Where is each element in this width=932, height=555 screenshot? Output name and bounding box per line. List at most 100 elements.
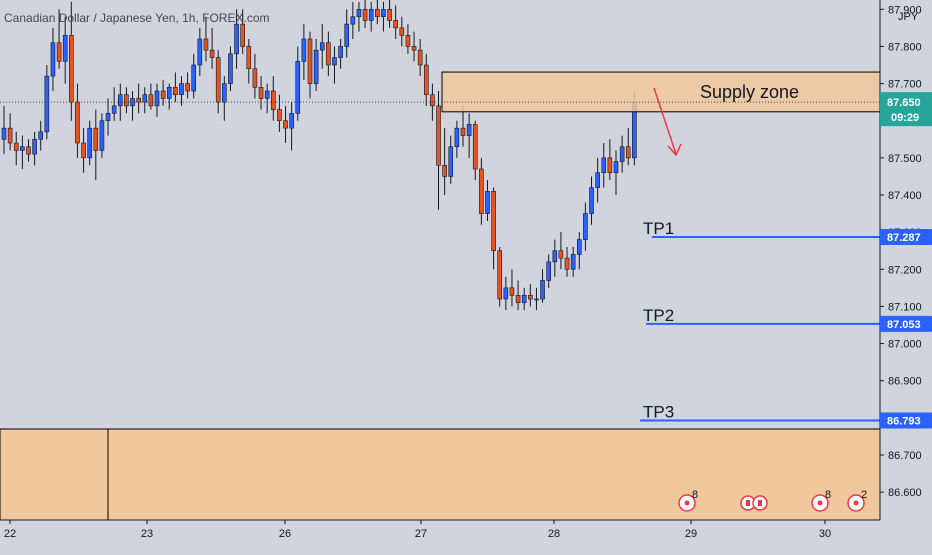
candle-body — [124, 94, 129, 107]
candle — [546, 254, 551, 288]
candle-body — [222, 83, 227, 103]
candle — [81, 128, 86, 173]
candle — [375, 0, 380, 25]
candle — [332, 46, 337, 84]
candle-body — [313, 49, 319, 84]
candle-body — [20, 146, 25, 151]
candle-body — [350, 16, 356, 25]
tp-price-tag — [880, 228, 932, 245]
demand-zone[interactable] — [0, 428, 881, 523]
candle — [387, 0, 392, 28]
candle — [191, 53, 197, 99]
candle-body — [215, 57, 221, 103]
candle-body — [307, 38, 313, 84]
candle-body — [209, 49, 215, 58]
candle — [479, 157, 484, 225]
candle-body — [26, 146, 31, 155]
candle-body — [613, 161, 619, 174]
price-axis-background — [880, 0, 932, 520]
candle-body — [375, 8, 380, 18]
candle — [344, 9, 350, 58]
candle — [209, 27, 215, 69]
candle-body — [326, 42, 331, 66]
x-tick-label: 22 — [4, 528, 16, 540]
candle — [454, 120, 460, 158]
candle-body — [301, 38, 307, 62]
candle — [44, 65, 50, 140]
candle-body — [332, 57, 337, 66]
event-badge-dot — [684, 500, 690, 506]
tp-label: TP3 — [643, 402, 674, 421]
candle — [179, 76, 184, 106]
candle-body — [75, 101, 80, 144]
candle-body — [7, 127, 13, 144]
candle — [466, 113, 472, 158]
candle-body — [44, 75, 50, 133]
candle-body — [466, 124, 472, 136]
candle-body — [442, 164, 447, 177]
candle — [69, 1, 74, 121]
candle — [509, 269, 515, 307]
currency-label: JPY — [898, 11, 919, 23]
x-tick-label: 29 — [685, 528, 697, 540]
candle — [350, 1, 356, 39]
supply-zone[interactable] — [441, 71, 881, 113]
candle — [558, 232, 564, 270]
candle — [283, 105, 288, 143]
candle-body — [393, 20, 398, 29]
candle — [534, 287, 539, 311]
candle-body — [576, 239, 582, 255]
candle-body — [479, 168, 484, 214]
candle-body — [93, 127, 99, 151]
candle-body — [564, 257, 570, 270]
candle — [307, 31, 313, 99]
candle-body — [344, 23, 350, 47]
candle-body — [111, 105, 117, 114]
y-tick-label: 87.900 — [888, 4, 922, 16]
candle — [326, 31, 331, 77]
chart-title: Canadian Dollar / Japanese Yen, 1h, FORE… — [4, 11, 270, 25]
candle — [148, 83, 154, 110]
candle — [203, 16, 209, 62]
candle — [356, 1, 362, 32]
candle-body — [540, 280, 545, 300]
candle — [497, 247, 503, 307]
tp-levels: TP1 TP2 TP3 — [640, 219, 880, 422]
candle-body — [136, 98, 141, 103]
candle-body — [203, 38, 209, 51]
y-tick-label: 87.800 — [888, 41, 922, 53]
candle — [228, 46, 233, 91]
candle-body — [423, 64, 429, 96]
candle — [338, 39, 343, 69]
candle-body — [583, 213, 588, 240]
event-badge-count: 8 — [692, 489, 698, 501]
candle — [56, 9, 62, 69]
candle-body — [601, 157, 607, 174]
candle-body — [368, 8, 374, 21]
candle — [460, 105, 466, 147]
candle-body — [607, 157, 613, 174]
candle — [528, 284, 533, 307]
candle — [32, 131, 37, 166]
candle — [417, 39, 423, 77]
candle — [381, 1, 386, 32]
candle-body — [448, 146, 454, 177]
candle-body — [154, 90, 160, 107]
candle-body — [142, 94, 148, 103]
x-tick-label: 28 — [548, 528, 560, 540]
candle — [601, 143, 607, 188]
candle — [399, 16, 405, 47]
arrow-shaft — [653, 87, 677, 155]
tp-price-tag-text: 86.793 — [887, 415, 921, 427]
candle — [75, 83, 80, 158]
candle — [301, 24, 307, 80]
candle — [491, 187, 496, 270]
candle-body — [283, 120, 288, 129]
event-badge-count: 8 — [825, 489, 831, 501]
candle — [7, 113, 13, 151]
candle-body — [528, 294, 533, 300]
supply-zone-label: Supply zone — [700, 82, 799, 102]
last-price-tag-countdown: 09:29 — [891, 112, 919, 124]
